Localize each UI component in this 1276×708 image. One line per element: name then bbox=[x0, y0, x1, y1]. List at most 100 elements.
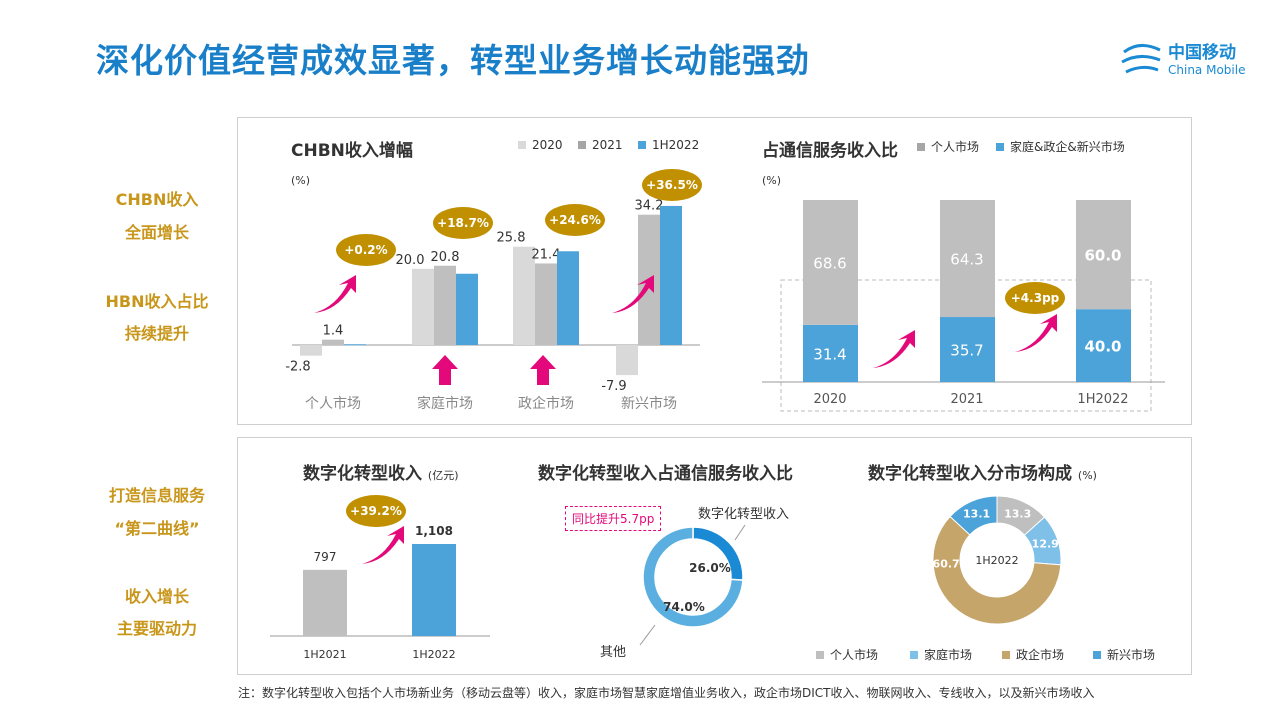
leader-line bbox=[734, 524, 746, 541]
logo-cn: 中国移动 bbox=[1168, 42, 1236, 63]
legend-1h2022: 1H2022 bbox=[638, 138, 699, 152]
bar-personal bbox=[940, 200, 995, 318]
donut-slice bbox=[642, 526, 744, 628]
legend-2020: 2020 bbox=[518, 138, 563, 152]
data-label: 74.0% bbox=[663, 600, 705, 614]
callout-bubble bbox=[346, 495, 406, 527]
chbn-unit: (%) bbox=[291, 174, 311, 187]
category-label: 政企市场 bbox=[518, 395, 574, 412]
bar-2021 bbox=[535, 263, 557, 345]
side-label: 打造信息服务 bbox=[108, 486, 205, 505]
data-label: 60.7 bbox=[933, 557, 960, 570]
bar-hbn bbox=[803, 324, 858, 382]
legend-personal-market: 个人市场 bbox=[816, 646, 878, 663]
data-label: 1,108 bbox=[415, 524, 453, 538]
ratio-unit: (%) bbox=[762, 174, 782, 187]
callout-bubble bbox=[642, 169, 702, 201]
data-label: 13.3 bbox=[1004, 507, 1031, 520]
bar-1H2022 bbox=[557, 251, 579, 345]
chbn-chart-title: CHBN收入增幅 bbox=[291, 141, 413, 161]
digital-share-title: 数字化转型收入占通信服务收入比 bbox=[538, 464, 793, 484]
center-label: 1H2022 bbox=[975, 554, 1018, 567]
bar-personal bbox=[803, 200, 858, 325]
china-mobile-logo-icon: 中国移动 China Mobile bbox=[1121, 42, 1245, 77]
callout-label: +39.2% bbox=[350, 504, 402, 518]
side-label: HBN收入占比 bbox=[105, 292, 209, 311]
growth-arrow-icon bbox=[362, 526, 404, 564]
legend-personal: 个人市场 bbox=[917, 138, 979, 155]
bar-2020 bbox=[412, 268, 434, 345]
side-label: CHBN收入 bbox=[115, 190, 199, 209]
category-label: 家庭市场 bbox=[417, 395, 473, 412]
data-label: 68.6 bbox=[813, 254, 846, 272]
data-label: 20.0 bbox=[396, 253, 425, 268]
side-label: “第二曲线” bbox=[114, 519, 200, 538]
legend-emerging-market: 新兴市场 bbox=[1093, 646, 1155, 663]
data-label: 40.0 bbox=[1084, 338, 1121, 356]
data-label: 20.8 bbox=[431, 250, 460, 265]
ratio-chart-title: 占通信服务收入比 bbox=[762, 141, 898, 161]
bar-2021 bbox=[322, 339, 344, 345]
up-arrow-icon bbox=[530, 355, 556, 385]
callout-label: +36.5% bbox=[646, 178, 698, 192]
side-label: 全面增长 bbox=[124, 223, 189, 242]
legend-gov-market: 政企市场 bbox=[1002, 646, 1064, 663]
digital-market-title: 数字化转型收入分市场构成 (%) bbox=[868, 464, 1097, 484]
category-label: 1H2021 bbox=[303, 648, 346, 661]
bar-1H2022 bbox=[456, 273, 478, 345]
data-label: 31.4 bbox=[813, 345, 846, 363]
callout-label: +18.7% bbox=[437, 216, 489, 230]
top-panel bbox=[237, 117, 1192, 425]
logo-en: China Mobile bbox=[1168, 63, 1245, 77]
bar-personal bbox=[1076, 200, 1131, 310]
bottom-panel bbox=[237, 437, 1192, 675]
data-label: -2.8 bbox=[285, 360, 310, 375]
callout-bubble bbox=[433, 207, 493, 239]
donut-slice bbox=[949, 495, 998, 536]
footnote: 注：数字化转型收入包括个人市场新业务（移动云盘等）收入，家庭市场智慧家庭增值业务… bbox=[238, 686, 1095, 700]
growth-arrow-icon bbox=[314, 275, 356, 313]
callout-label: +0.2% bbox=[344, 243, 387, 257]
china-mobile-logo: 中国移动 China Mobile bbox=[1120, 38, 1260, 80]
slice-name: 数字化转型收入 bbox=[698, 507, 789, 522]
callout-label: +4.3pp bbox=[1011, 291, 1060, 305]
legend-2021: 2021 bbox=[578, 138, 623, 152]
category-label: 2021 bbox=[950, 392, 983, 407]
category-label: 2020 bbox=[813, 392, 846, 407]
bar-2021 bbox=[434, 265, 456, 345]
digital-revenue-title: 数字化转型收入 (亿元) bbox=[303, 464, 459, 484]
side-label: 主要驱动力 bbox=[116, 619, 197, 638]
category-label: 个人市场 bbox=[305, 395, 361, 412]
bar bbox=[412, 544, 456, 636]
data-label: 13.1 bbox=[963, 507, 990, 520]
data-label: 797 bbox=[314, 550, 337, 564]
bar-2020 bbox=[300, 345, 322, 356]
yoy-callout: 同比提升5.7pp bbox=[565, 506, 662, 531]
donut-slice bbox=[932, 515, 1062, 625]
data-label: 60.0 bbox=[1084, 247, 1121, 265]
category-label: 1H2022 bbox=[1077, 392, 1128, 407]
callout-bubble bbox=[1005, 282, 1065, 314]
category-label: 1H2022 bbox=[412, 648, 455, 661]
slice-name: 其他 bbox=[600, 645, 626, 660]
data-label: 26.0% bbox=[689, 561, 731, 575]
side-label: 收入增长 bbox=[124, 587, 189, 606]
data-label: -7.9 bbox=[601, 379, 626, 394]
bar-2020 bbox=[513, 246, 535, 345]
data-label: 21.4 bbox=[532, 247, 561, 262]
legend-home-market: 家庭市场 bbox=[910, 646, 972, 663]
bar-1H2022 bbox=[344, 344, 366, 346]
bar-1H2022 bbox=[660, 205, 682, 345]
legend-hbn: 家庭&政企&新兴市场 bbox=[996, 138, 1125, 155]
data-label: 1.4 bbox=[323, 324, 344, 339]
category-label: 新兴市场 bbox=[621, 395, 677, 412]
callout-bubble bbox=[336, 234, 396, 266]
data-label: 34.2 bbox=[635, 199, 664, 214]
data-label: 12.9 bbox=[1032, 537, 1059, 550]
bar-hbn bbox=[940, 317, 995, 382]
up-arrow-icon bbox=[432, 355, 458, 385]
data-label: 35.7 bbox=[950, 342, 983, 360]
data-label: 25.8 bbox=[497, 231, 526, 246]
growth-arrow-icon bbox=[873, 330, 915, 368]
bar-hbn bbox=[1076, 309, 1131, 382]
